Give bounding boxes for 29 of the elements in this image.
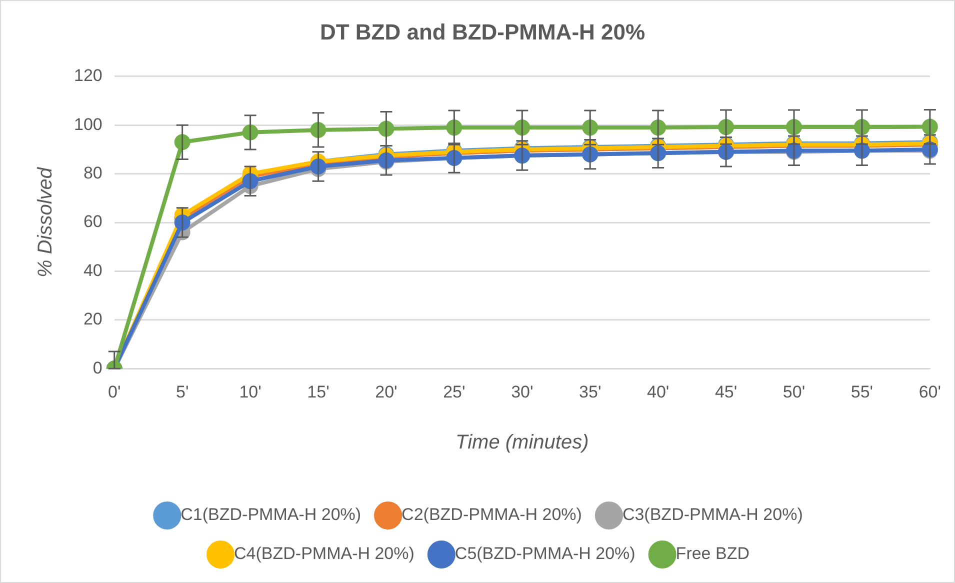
legend-label: C4(BZD-PMMA-H 20%) [234,544,414,564]
x-tick-label: 25' [443,382,466,402]
y-tick-label: 20 [83,310,102,329]
y-tick-label: 60 [83,212,102,232]
legend-label: C5(BZD-PMMA-H 20%) [454,544,636,564]
x-tick-label: 0' [108,382,121,402]
y-tick-label: 80 [83,163,102,182]
x-axis-title: Time (minutes) [456,432,589,454]
x-tick-label: 20' [375,382,398,402]
x-tick-label: 55' [850,382,874,402]
x-tick-label: 5' [176,382,189,402]
y-axis-title: % Dissolved [34,166,57,278]
x-tick-label: 10' [239,382,262,402]
x-tick-label: 60' [918,382,941,402]
x-tick-label: 50' [782,382,806,402]
x-tick-label: 30' [511,382,534,402]
y-tick-label: 100 [74,114,102,134]
x-tick-label: 15' [307,382,330,402]
x-tick-label: 35' [579,382,602,402]
y-tick-label: 120 [74,66,102,86]
legend-label: C3(BZD-PMMA-H 20%) [622,505,803,524]
x-tick-label: 45' [714,382,738,402]
x-tick-label: 40' [646,382,670,402]
legend-label: Free BZD [676,544,750,564]
legend-label: C2(BZD-PMMA-H 20%) [402,505,582,524]
y-tick-label: 40 [83,260,102,280]
chart-title: DT BZD and BZD-PMMA-H 20% [320,19,646,44]
y-tick-label: 0 [92,358,102,378]
legend-label: C1(BZD-PMMA-H 20%) [180,505,362,524]
